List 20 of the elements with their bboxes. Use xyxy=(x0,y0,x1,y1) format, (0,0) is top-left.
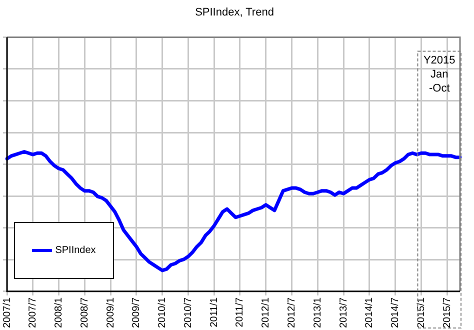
text: Y2015 Jan -Oct xyxy=(423,54,456,95)
x-tick-label: 2011/7 xyxy=(234,296,246,328)
x-tick-label: 2008/7 xyxy=(79,296,90,328)
x-tick-label: 2009/7 xyxy=(131,296,142,328)
x-tick-label: 2015/7 xyxy=(442,296,453,328)
x-tick-label: 2012/1 xyxy=(260,296,272,328)
x-tick-label: 2013/7 xyxy=(338,296,350,328)
x-tick-label: 2007/1 xyxy=(2,296,13,328)
x-tick-label: 2011/1 xyxy=(208,296,220,328)
x-tick-label: 2014/1 xyxy=(364,296,376,328)
x-tick-label: 2010/7 xyxy=(182,296,194,328)
chart-title: SPIIndex, Trend xyxy=(195,6,274,19)
legend-label: SPIIndex xyxy=(55,245,96,256)
x-tick-label: 2010/1 xyxy=(157,296,168,328)
x-tick-label: 2012/7 xyxy=(286,296,298,328)
x-tick-label: 2013/1 xyxy=(312,296,324,328)
x-tick-label: 2008/1 xyxy=(54,296,65,328)
x-tick-label: 2009/1 xyxy=(105,296,116,328)
x-tick-label: 2007/7 xyxy=(28,296,39,328)
x-tick-label: 2014/7 xyxy=(390,296,402,328)
